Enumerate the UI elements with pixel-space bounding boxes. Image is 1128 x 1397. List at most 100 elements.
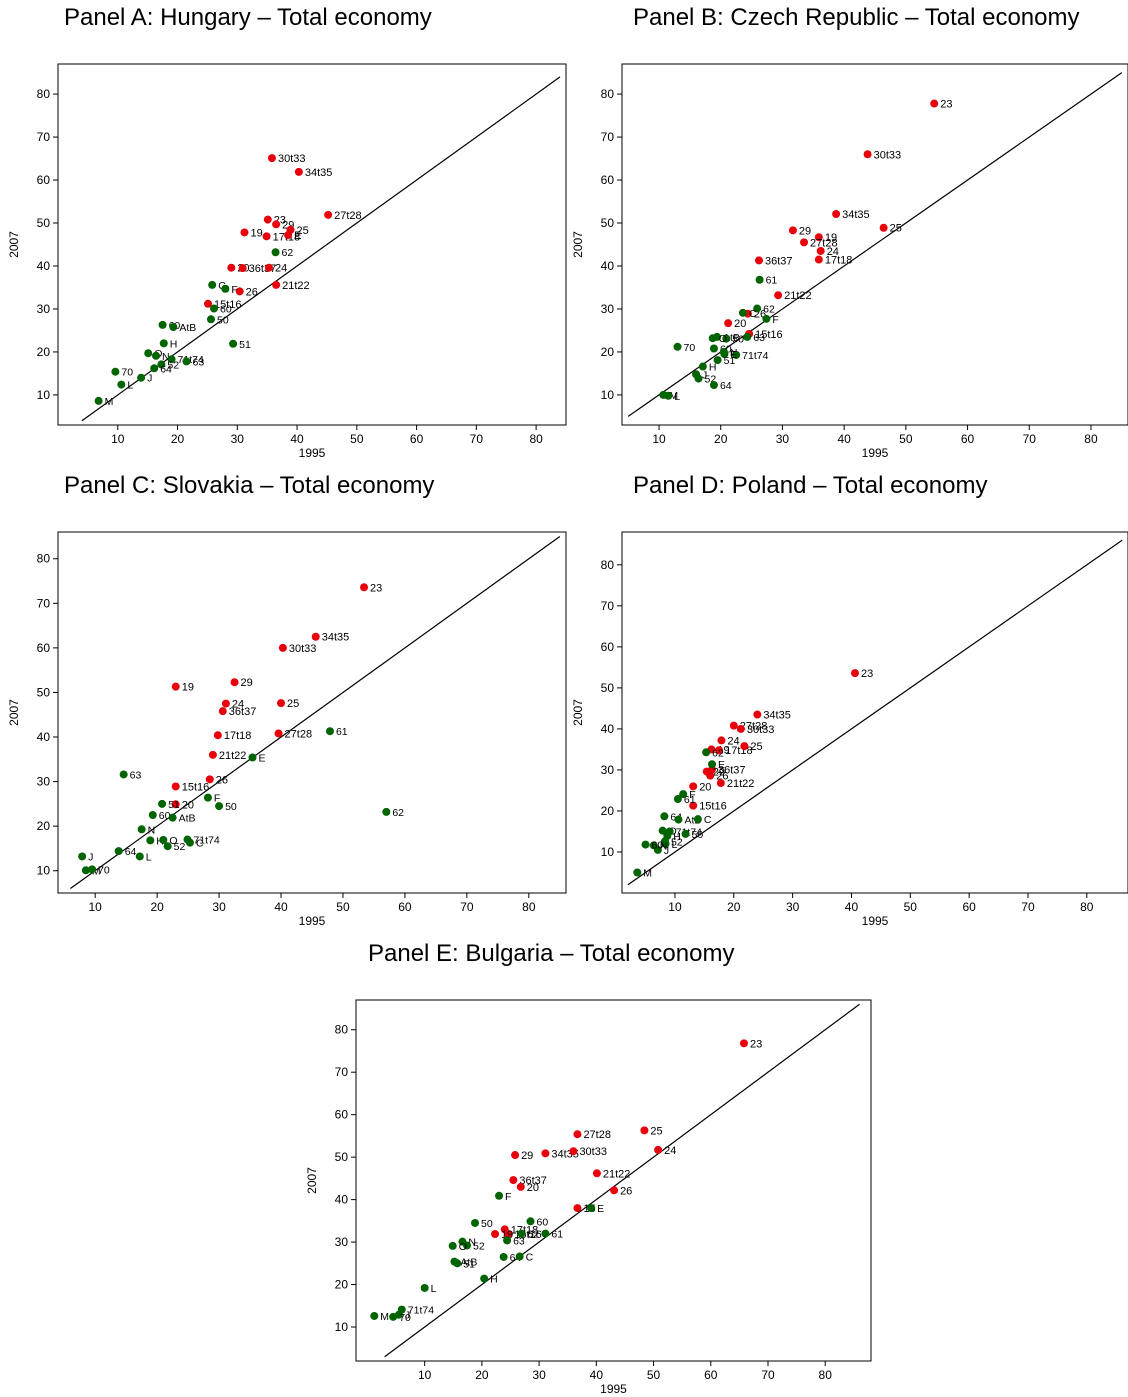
panel-d-point-label: 61 (684, 794, 696, 806)
panel-c-red-point (218, 707, 227, 716)
panel-a-red-point (204, 299, 213, 308)
panel-b-ylabel: 2007 (571, 231, 585, 258)
panel-b-red-point (774, 291, 783, 300)
panel-d-red-point (753, 710, 762, 719)
panel-d-green-point (653, 845, 662, 854)
panel-e-point-label: N (468, 1237, 476, 1249)
panel-e-point-label: 64 (510, 1252, 522, 1264)
panel-b-red-point (816, 246, 825, 255)
panel-b-red-point (724, 319, 733, 328)
panel-b-point-label: L (674, 391, 680, 403)
panel-c-point-label: F (214, 793, 220, 805)
panel-a-green-point (137, 373, 146, 382)
panel-a-red-point (238, 264, 247, 273)
panel-b-point-label: 15t16 (755, 329, 783, 341)
panel-d-point-label: 17t18 (725, 745, 753, 757)
panel-b-red-point (879, 223, 888, 232)
panel-b-green-point (732, 350, 741, 359)
panel-a-point-label: 62 (282, 247, 294, 259)
panel-c-ytick-label: 20 (37, 819, 51, 833)
panel-b-point-label: 64 (720, 380, 732, 392)
panel-c-green-point (163, 842, 172, 851)
panel-c-point-label: 21t22 (219, 750, 247, 762)
panel-a-title: Panel A: Hungary – Total economy (64, 4, 432, 31)
panel-b-ytick-label: 50 (601, 216, 615, 230)
panel-a-point-label: 21t22 (282, 280, 310, 292)
panel-d-point-label: C (704, 814, 712, 826)
panel-e-point-label: 51 (463, 1258, 475, 1270)
panel-a-ylabel: 2007 (7, 231, 21, 258)
panel-e-xtick-label: 50 (647, 1368, 661, 1382)
panel-b-red-point (930, 99, 939, 108)
panel-a-green-point (159, 339, 168, 348)
panel-e-xtick-label: 30 (532, 1368, 546, 1382)
panel-b-point-label: M (669, 390, 678, 402)
panel-e-point-label: J (405, 1310, 410, 1322)
panel-a-green-point (94, 396, 103, 405)
panel-c-point-label: 27t28 (285, 728, 313, 740)
panel-e-green-point (587, 1204, 596, 1213)
panel-d-reference-line (627, 539, 1123, 886)
panel-c-point-label: 51 (168, 799, 180, 811)
panel-b-green-point (709, 381, 718, 390)
panel-e-green-point (495, 1191, 504, 1200)
panel-d-ytick-label: 40 (601, 722, 615, 736)
panel-c-xtick-label: 80 (522, 900, 536, 914)
panel-a-point-label: L (127, 380, 133, 392)
panel-c-xtick-label: 40 (274, 900, 288, 914)
panel-a-point-label: H (170, 338, 178, 350)
panel-d-red-point (716, 779, 725, 788)
panel-c-point-label: 30t33 (289, 643, 317, 655)
panel-b-green-point (762, 314, 771, 323)
panel-b-red-point (814, 233, 823, 242)
panel-d-xtick-label: 50 (904, 900, 918, 914)
panel-d-point-label: E (718, 759, 725, 771)
panel-c-point-label: 24 (232, 699, 244, 711)
panel-c-green-point (114, 847, 123, 856)
panel-c-red-point (205, 775, 214, 784)
panel-e-point-label: 23 (750, 1038, 762, 1050)
panel-e-point-label: M (380, 1311, 389, 1323)
panel-b-point-label: 29 (799, 225, 811, 237)
panel-c-point-label: 23 (370, 582, 382, 594)
panel-e-point-label: 20 (527, 1182, 539, 1194)
panel-e-green-point (526, 1217, 535, 1226)
panel-d-xtick-label: 20 (727, 900, 741, 914)
panel-e-xtick-label: 80 (819, 1368, 833, 1382)
panel-a-point-label: J (147, 373, 152, 385)
panel-c-xtick-label: 50 (336, 900, 350, 914)
panel-c-point-label: 34t35 (322, 632, 350, 644)
panel-e-point-label: 50 (481, 1218, 493, 1230)
panel-d-red-point (736, 724, 745, 733)
panel-d-point-label: 52 (671, 836, 683, 848)
panel-e-title: Panel E: Bulgaria – Total economy (368, 940, 735, 967)
panel-c-ytick-label: 40 (37, 730, 51, 744)
panel-c-green-point (159, 835, 168, 844)
panel-e-xtick-label: 40 (590, 1368, 604, 1382)
panel-d-red-point (715, 746, 724, 755)
panel-c-point-label: 36t37 (229, 706, 257, 718)
panel-c-red-point (208, 750, 217, 759)
panel-c-red-point (171, 782, 180, 791)
panel-c-point-label: O (169, 835, 177, 847)
panel-d-green-point (633, 868, 642, 877)
panel-a-ytick-label: 80 (37, 87, 51, 101)
panel-b-point-label: 19 (825, 232, 837, 244)
panel-a-green-point (206, 315, 215, 324)
panel-a-green-point (182, 357, 191, 366)
panel-e-point-label: E (597, 1203, 604, 1215)
panel-c-point-label: 15t16 (182, 781, 210, 793)
panel-d-green-point (658, 826, 667, 835)
panel-e-red-point (592, 1169, 601, 1178)
panel-e-point-label: 24 (664, 1145, 676, 1157)
panel-a-point-label: 34t35 (305, 167, 333, 179)
panel-e-point-label: 30t33 (579, 1146, 607, 1158)
panel-e-xtick-label: 60 (704, 1368, 718, 1382)
panel-b-xtick-label: 80 (1084, 432, 1098, 446)
panel-e-ytick-label: 10 (335, 1320, 349, 1334)
panel-d-point-label: 34t35 (763, 710, 791, 722)
panel-b-point-label: H (709, 362, 717, 374)
panel-d-ylabel: 2007 (571, 699, 585, 726)
panel-c-xtick-label: 10 (88, 900, 102, 914)
